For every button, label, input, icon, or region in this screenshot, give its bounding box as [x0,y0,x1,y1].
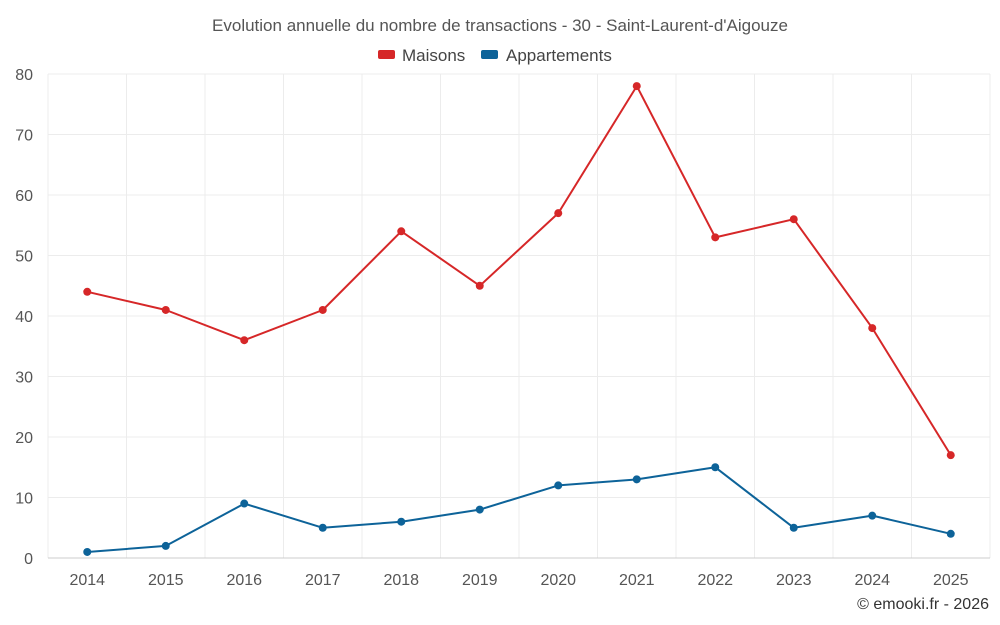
data-point-appartements-2022[interactable] [711,463,720,472]
x-tick-label-2018: 2018 [383,572,419,589]
y-tick-label-0: 0 [24,551,33,568]
y-tick-label-10: 10 [15,491,33,508]
x-tick-label-2022: 2022 [697,572,733,589]
y-tick-label-20: 20 [15,430,33,447]
legend-label-maisons[interactable]: Maisons [402,46,465,65]
x-tick-label-2014: 2014 [69,572,105,589]
legend-swatch-appartements [481,50,498,59]
data-point-maisons-2024[interactable] [868,324,877,333]
data-point-maisons-2023[interactable] [789,215,798,224]
y-tick-label-60: 60 [15,188,33,205]
data-point-maisons-2021[interactable] [632,82,641,91]
data-point-appartements-2020[interactable] [554,481,563,490]
y-tick-label-70: 70 [15,128,33,145]
data-point-appartements-2018[interactable] [397,517,406,526]
y-tick-label-80: 80 [15,67,33,84]
series-maisons [83,82,955,460]
x-tick-label-2021: 2021 [619,572,655,589]
y-tick-label-40: 40 [15,309,33,326]
y-tick-label-30: 30 [15,370,33,387]
series-line-maisons [87,85,952,456]
legend-label-appartements[interactable]: Appartements [506,46,612,65]
data-point-maisons-2014[interactable] [83,287,92,296]
credit-text: © emooki.fr - 2026 [857,596,989,613]
data-point-maisons-2016[interactable] [240,336,249,345]
data-point-maisons-2020[interactable] [554,209,563,218]
x-tick-label-2023: 2023 [776,572,812,589]
data-point-appartements-2017[interactable] [318,523,327,532]
data-point-maisons-2025[interactable] [946,451,955,460]
x-tick-label-2020: 2020 [540,572,576,589]
x-tick-label-2017: 2017 [305,572,341,589]
data-point-appartements-2023[interactable] [789,523,798,532]
chart-legend: Maisons Appartements [378,46,612,65]
data-point-maisons-2019[interactable] [475,281,484,290]
data-point-maisons-2015[interactable] [161,305,170,314]
x-tick-label-2019: 2019 [462,572,498,589]
chart-title: Evolution annuelle du nombre de transact… [212,16,788,35]
data-point-appartements-2019[interactable] [475,505,484,514]
data-point-maisons-2022[interactable] [711,233,720,242]
x-tick-label-2025: 2025 [933,572,969,589]
x-axis-ticks: 2014 2015 2016 2017 2018 2019 2020 2021 2022 2023… [69,572,968,589]
data-point-appartements-2016[interactable] [240,499,249,508]
data-point-maisons-2017[interactable] [318,305,327,314]
legend-swatch-maisons [378,50,395,59]
chart-series [83,82,955,556]
data-point-appartements-2014[interactable] [83,547,92,556]
series-appartements [83,463,955,556]
data-point-appartements-2021[interactable] [632,475,641,484]
data-point-appartements-2024[interactable] [868,511,877,520]
x-tick-label-2015: 2015 [148,572,184,589]
x-tick-label-2016: 2016 [226,572,262,589]
data-point-appartements-2025[interactable] [946,529,955,538]
y-tick-label-50: 50 [15,249,33,266]
data-point-maisons-2018[interactable] [397,227,406,236]
data-point-appartements-2015[interactable] [161,541,170,550]
x-tick-label-2024: 2024 [854,572,890,589]
series-line-appartements [87,466,952,553]
y-axis-ticks: 0 10 20 30 40 50 60 70 80 [15,67,33,568]
